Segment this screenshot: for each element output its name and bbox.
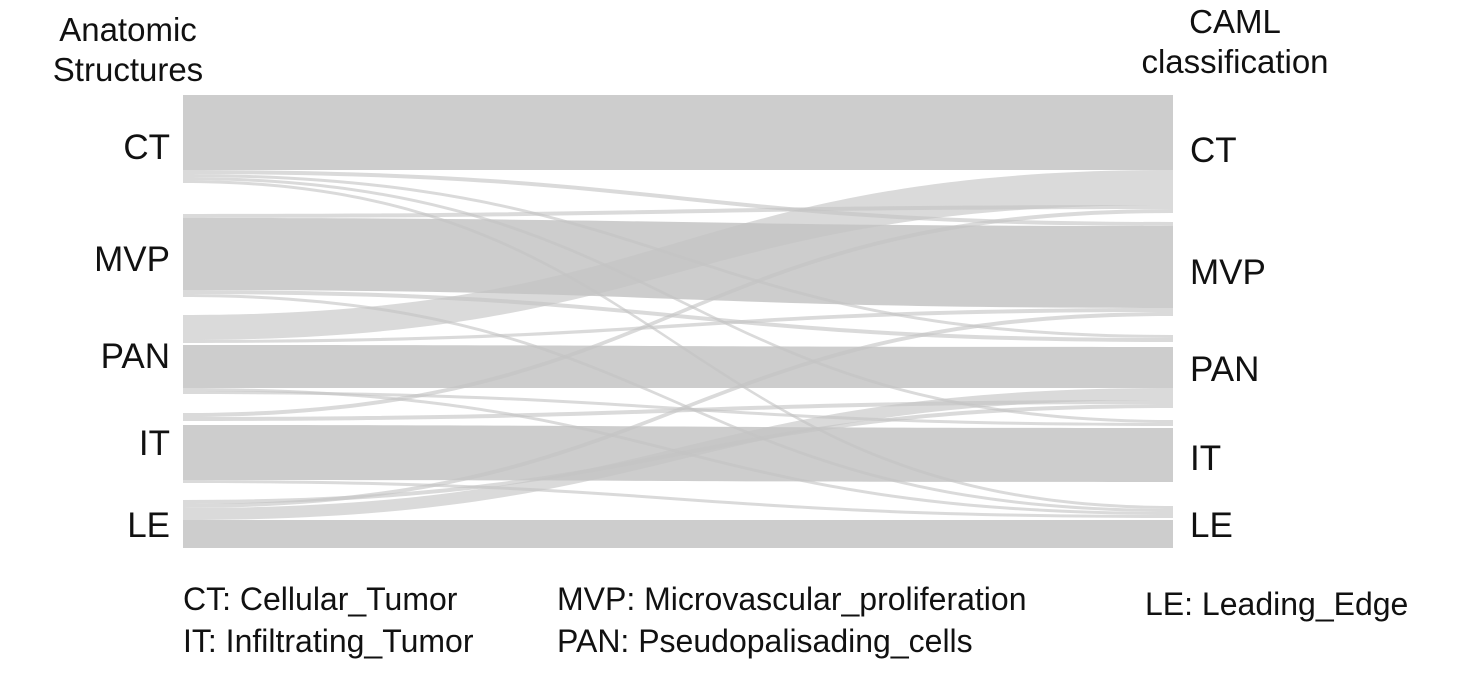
flow-mvp-to-pan <box>183 290 1173 342</box>
left-label-ct: CT <box>123 128 170 167</box>
legend-ct: CT: Cellular_Tumor <box>183 581 458 617</box>
flow-mvp-to-le <box>183 294 1173 512</box>
right-label-it: IT <box>1190 439 1222 478</box>
flow-le-to-mvp <box>183 312 1173 508</box>
flow-it-to-ct <box>183 209 1173 417</box>
left-label-le: LE <box>127 506 170 545</box>
right-label-pan: PAN <box>1190 350 1260 389</box>
flow-pan-to-mvp <box>183 308 1173 343</box>
right-title-line-2: classification <box>1141 43 1329 80</box>
flow-le-to-it <box>183 404 1173 504</box>
flow-pan-to-pan <box>183 345 1173 388</box>
right-label-mvp: MVP <box>1190 253 1266 292</box>
flow-mvp-to-ct <box>183 205 1173 218</box>
legend-mvp: MVP: Microvascular_proliferation <box>557 581 1027 617</box>
left-axis-title: Anatomic Structures <box>18 10 238 90</box>
flow-ct-to-it <box>183 177 1173 423</box>
flow-le-to-le <box>183 520 1173 548</box>
legend-it: IT: Infiltrating_Tumor <box>183 623 474 659</box>
right-label-ct: CT <box>1190 131 1237 170</box>
right-label-le: LE <box>1190 506 1233 545</box>
right-axis-title: CAML classification <box>1120 2 1350 82</box>
left-label-pan: PAN <box>100 337 170 376</box>
flow-ct-to-mvp <box>183 170 1173 226</box>
left-label-it: IT <box>138 424 170 463</box>
left-label-mvp: MVP <box>94 240 170 279</box>
flow-ct-to-pan <box>183 174 1173 338</box>
left-title-line-1: Anatomic <box>59 11 197 48</box>
right-title-line-1: CAML <box>1189 3 1281 40</box>
left-title-line-2: Structures <box>52 51 204 88</box>
flow-ct-to-ct <box>183 95 1173 170</box>
flow-ct-to-le <box>183 180 1173 509</box>
legend-pan: PAN: Pseudopalisading_cells <box>557 623 973 659</box>
legend-le: LE: Leading_Edge <box>1145 586 1409 622</box>
flow-it-to-le <box>183 480 1173 518</box>
flow-pan-to-le <box>183 388 1173 515</box>
